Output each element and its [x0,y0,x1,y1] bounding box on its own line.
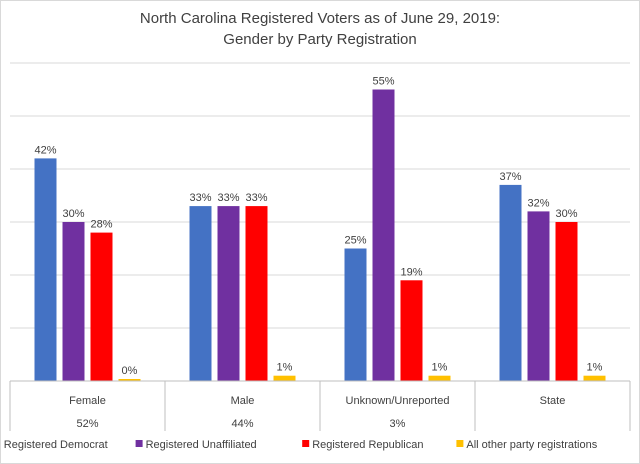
bar-registered-unaffiliated-state [527,211,550,381]
data-labels: 42% 30% 28% 0% 33% 33% 33% 1% 25% 55% 19% 1% 37% 32% 3… [34,76,602,378]
category-label: State [540,395,566,407]
data-label: 55% [372,76,394,88]
legend-label: Registered Republican [312,439,423,451]
data-label: 28% [90,219,112,231]
data-label: 30% [555,208,577,220]
data-label: 42% [34,144,56,156]
category-share-label: 3% [390,418,406,430]
category-share-label: 52% [76,418,98,430]
data-label: 33% [245,192,267,204]
bar-all-other-party-registrations-unknown-unreported [428,375,451,381]
data-label: 0% [122,365,138,377]
data-label: 1% [432,362,448,374]
bar-registered-republican-state [555,222,578,381]
data-label: 25% [344,235,366,247]
bar-registered-democrat-state [499,184,522,381]
data-label: 19% [400,266,422,278]
data-label: 30% [62,208,84,220]
data-label: 33% [189,192,211,204]
category-label: Unknown/Unreported [346,395,450,407]
bar-registered-republican-male [245,206,268,381]
data-label: 33% [217,192,239,204]
category-share-label: 44% [231,418,253,430]
bar-registered-republican-female [90,232,113,381]
bar-all-other-party-registrations-female [118,379,141,381]
data-label: 1% [277,362,293,374]
data-label: 32% [527,197,549,209]
bar-all-other-party-registrations-male [273,375,296,381]
data-label: 1% [587,362,603,374]
data-label: 37% [499,171,521,183]
legend-swatch [302,440,310,447]
bar-registered-democrat-unknown-unreported [344,248,367,381]
bar-registered-democrat-female [34,158,57,381]
bar-registered-democrat-male [189,206,212,381]
legend-label: Registered Unaffiliated [146,439,257,451]
bar-registered-unaffiliated-unknown-unreported [372,89,395,381]
chart-title-line-2: Gender by Party Registration [223,31,416,48]
bar-registered-unaffiliated-female [62,222,85,381]
legend-label: Registered Democrat [4,439,108,451]
legend-swatch [456,440,464,447]
legend-swatch [135,440,143,447]
bar-registered-republican-unknown-unreported [400,280,423,381]
bars [34,89,606,381]
gridlines [10,62,630,382]
category-axis-table: Female 52% Male 44% Unknown/Unreported 3% Stat… [9,380,631,431]
legend: Registered Democrat Registered Unaffiliat… [4,439,598,451]
category-label: Female [69,395,106,407]
legend-label: All other party registrations [466,439,597,451]
category-label: Male [231,395,255,407]
chart-title-line-1: North Carolina Registered Voters as of J… [140,10,500,27]
bar-all-other-party-registrations-state [583,375,606,381]
bar-registered-unaffiliated-male [217,206,240,381]
